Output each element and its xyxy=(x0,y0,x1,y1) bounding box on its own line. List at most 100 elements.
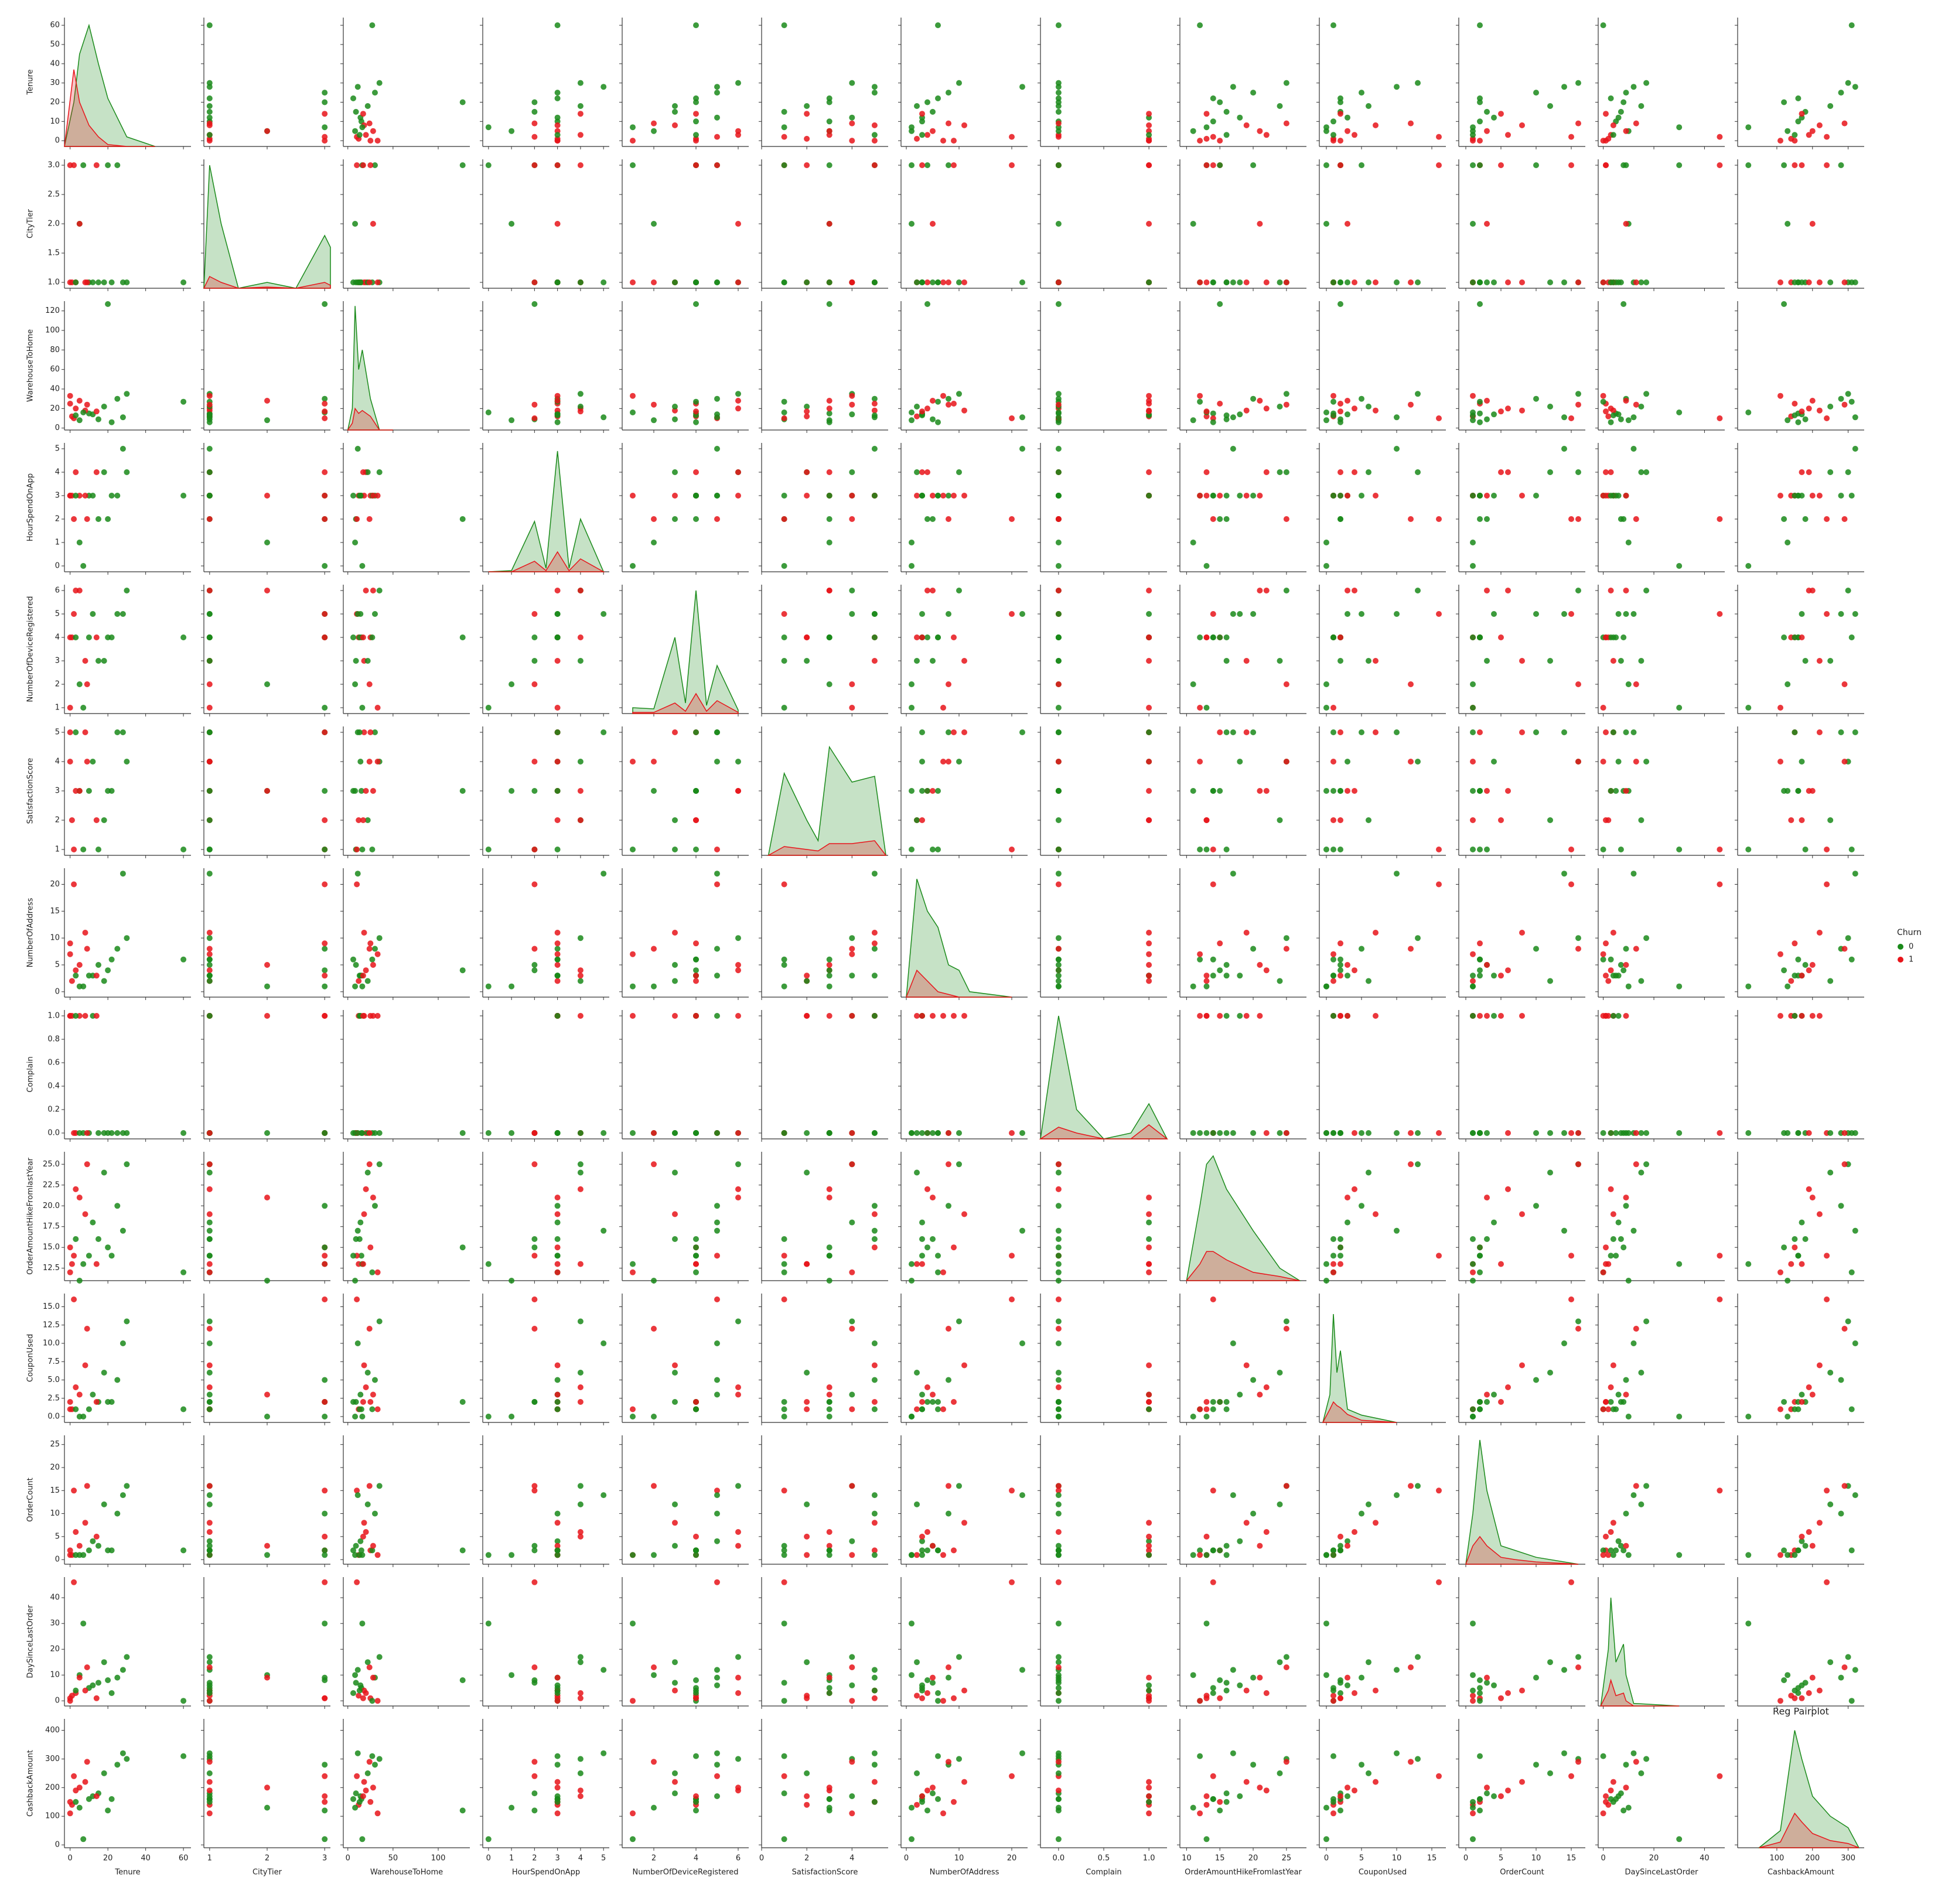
point xyxy=(73,279,79,285)
point xyxy=(1323,540,1329,545)
kde-area xyxy=(64,23,155,147)
point xyxy=(531,1579,538,1585)
point xyxy=(322,1552,328,1558)
point xyxy=(804,1399,810,1405)
point xyxy=(180,956,187,963)
point xyxy=(1498,973,1504,979)
point xyxy=(531,108,538,115)
point xyxy=(919,611,925,617)
panel xyxy=(1177,585,1306,716)
point xyxy=(714,973,720,979)
point xyxy=(1203,1013,1210,1019)
point xyxy=(577,1690,584,1696)
point xyxy=(871,90,878,96)
point xyxy=(1519,1362,1525,1369)
panel xyxy=(340,1294,470,1425)
point xyxy=(1146,132,1152,138)
point xyxy=(459,1130,466,1136)
point xyxy=(554,930,561,936)
point xyxy=(114,395,121,402)
y-tick-label: 1 xyxy=(55,704,60,712)
point xyxy=(1055,847,1062,852)
point xyxy=(1408,1161,1414,1168)
point xyxy=(871,395,878,402)
panel xyxy=(1316,1294,1446,1425)
point xyxy=(1777,759,1783,765)
point xyxy=(1788,978,1794,984)
point xyxy=(871,1203,878,1209)
point xyxy=(350,1130,356,1136)
point xyxy=(1547,1370,1553,1376)
point xyxy=(363,788,369,794)
y-tick-label: 25 xyxy=(50,1440,60,1449)
point xyxy=(1633,1326,1639,1332)
y-tick-label: 3 xyxy=(55,492,60,500)
panel xyxy=(759,159,888,291)
point xyxy=(1408,946,1414,952)
point xyxy=(206,946,213,952)
point xyxy=(1638,1370,1644,1376)
point xyxy=(1827,658,1834,664)
point xyxy=(924,1529,930,1535)
point xyxy=(1345,1543,1350,1549)
point xyxy=(672,1501,678,1507)
y-tick-label: 0 xyxy=(55,1697,60,1705)
point xyxy=(206,1130,213,1136)
point xyxy=(1323,1552,1329,1558)
point xyxy=(1359,1510,1364,1517)
point xyxy=(577,162,584,168)
point xyxy=(826,1543,832,1549)
point xyxy=(1203,1552,1210,1558)
kde-area xyxy=(632,692,739,714)
point xyxy=(67,705,73,711)
point xyxy=(367,940,374,947)
point xyxy=(1615,1219,1622,1226)
point xyxy=(1055,1384,1062,1390)
point xyxy=(1330,1130,1336,1136)
point xyxy=(1845,391,1851,397)
point xyxy=(1323,417,1329,424)
point xyxy=(1816,1362,1823,1369)
point xyxy=(1217,967,1223,974)
point xyxy=(120,279,126,285)
point xyxy=(1620,99,1627,105)
point xyxy=(1620,634,1627,640)
point xyxy=(849,1391,855,1398)
point xyxy=(1498,634,1504,640)
point xyxy=(577,788,584,794)
point xyxy=(781,22,787,29)
point xyxy=(849,401,855,408)
point xyxy=(90,1391,96,1398)
point xyxy=(531,1483,538,1489)
point xyxy=(1477,95,1483,101)
point xyxy=(1795,1130,1801,1136)
point xyxy=(630,1552,636,1558)
point xyxy=(86,1253,92,1259)
point xyxy=(871,871,878,877)
point xyxy=(84,1326,90,1332)
point xyxy=(693,1244,699,1251)
point xyxy=(1263,1529,1270,1535)
point xyxy=(1330,412,1336,418)
point xyxy=(1568,134,1574,140)
point xyxy=(1615,279,1622,285)
point xyxy=(693,1695,699,1701)
panel xyxy=(1735,1010,1864,1142)
point xyxy=(871,401,878,407)
point xyxy=(322,401,328,407)
point xyxy=(357,1391,364,1398)
point xyxy=(1323,1278,1329,1284)
point xyxy=(206,681,213,687)
point xyxy=(93,1533,100,1540)
point xyxy=(67,401,73,407)
point xyxy=(1019,446,1025,452)
point xyxy=(1638,103,1644,109)
point xyxy=(1146,1520,1152,1526)
point xyxy=(577,1261,584,1267)
panel xyxy=(1316,1010,1446,1142)
point xyxy=(369,1406,376,1412)
point xyxy=(1277,658,1283,664)
panel xyxy=(759,301,888,433)
panel xyxy=(1038,301,1167,433)
